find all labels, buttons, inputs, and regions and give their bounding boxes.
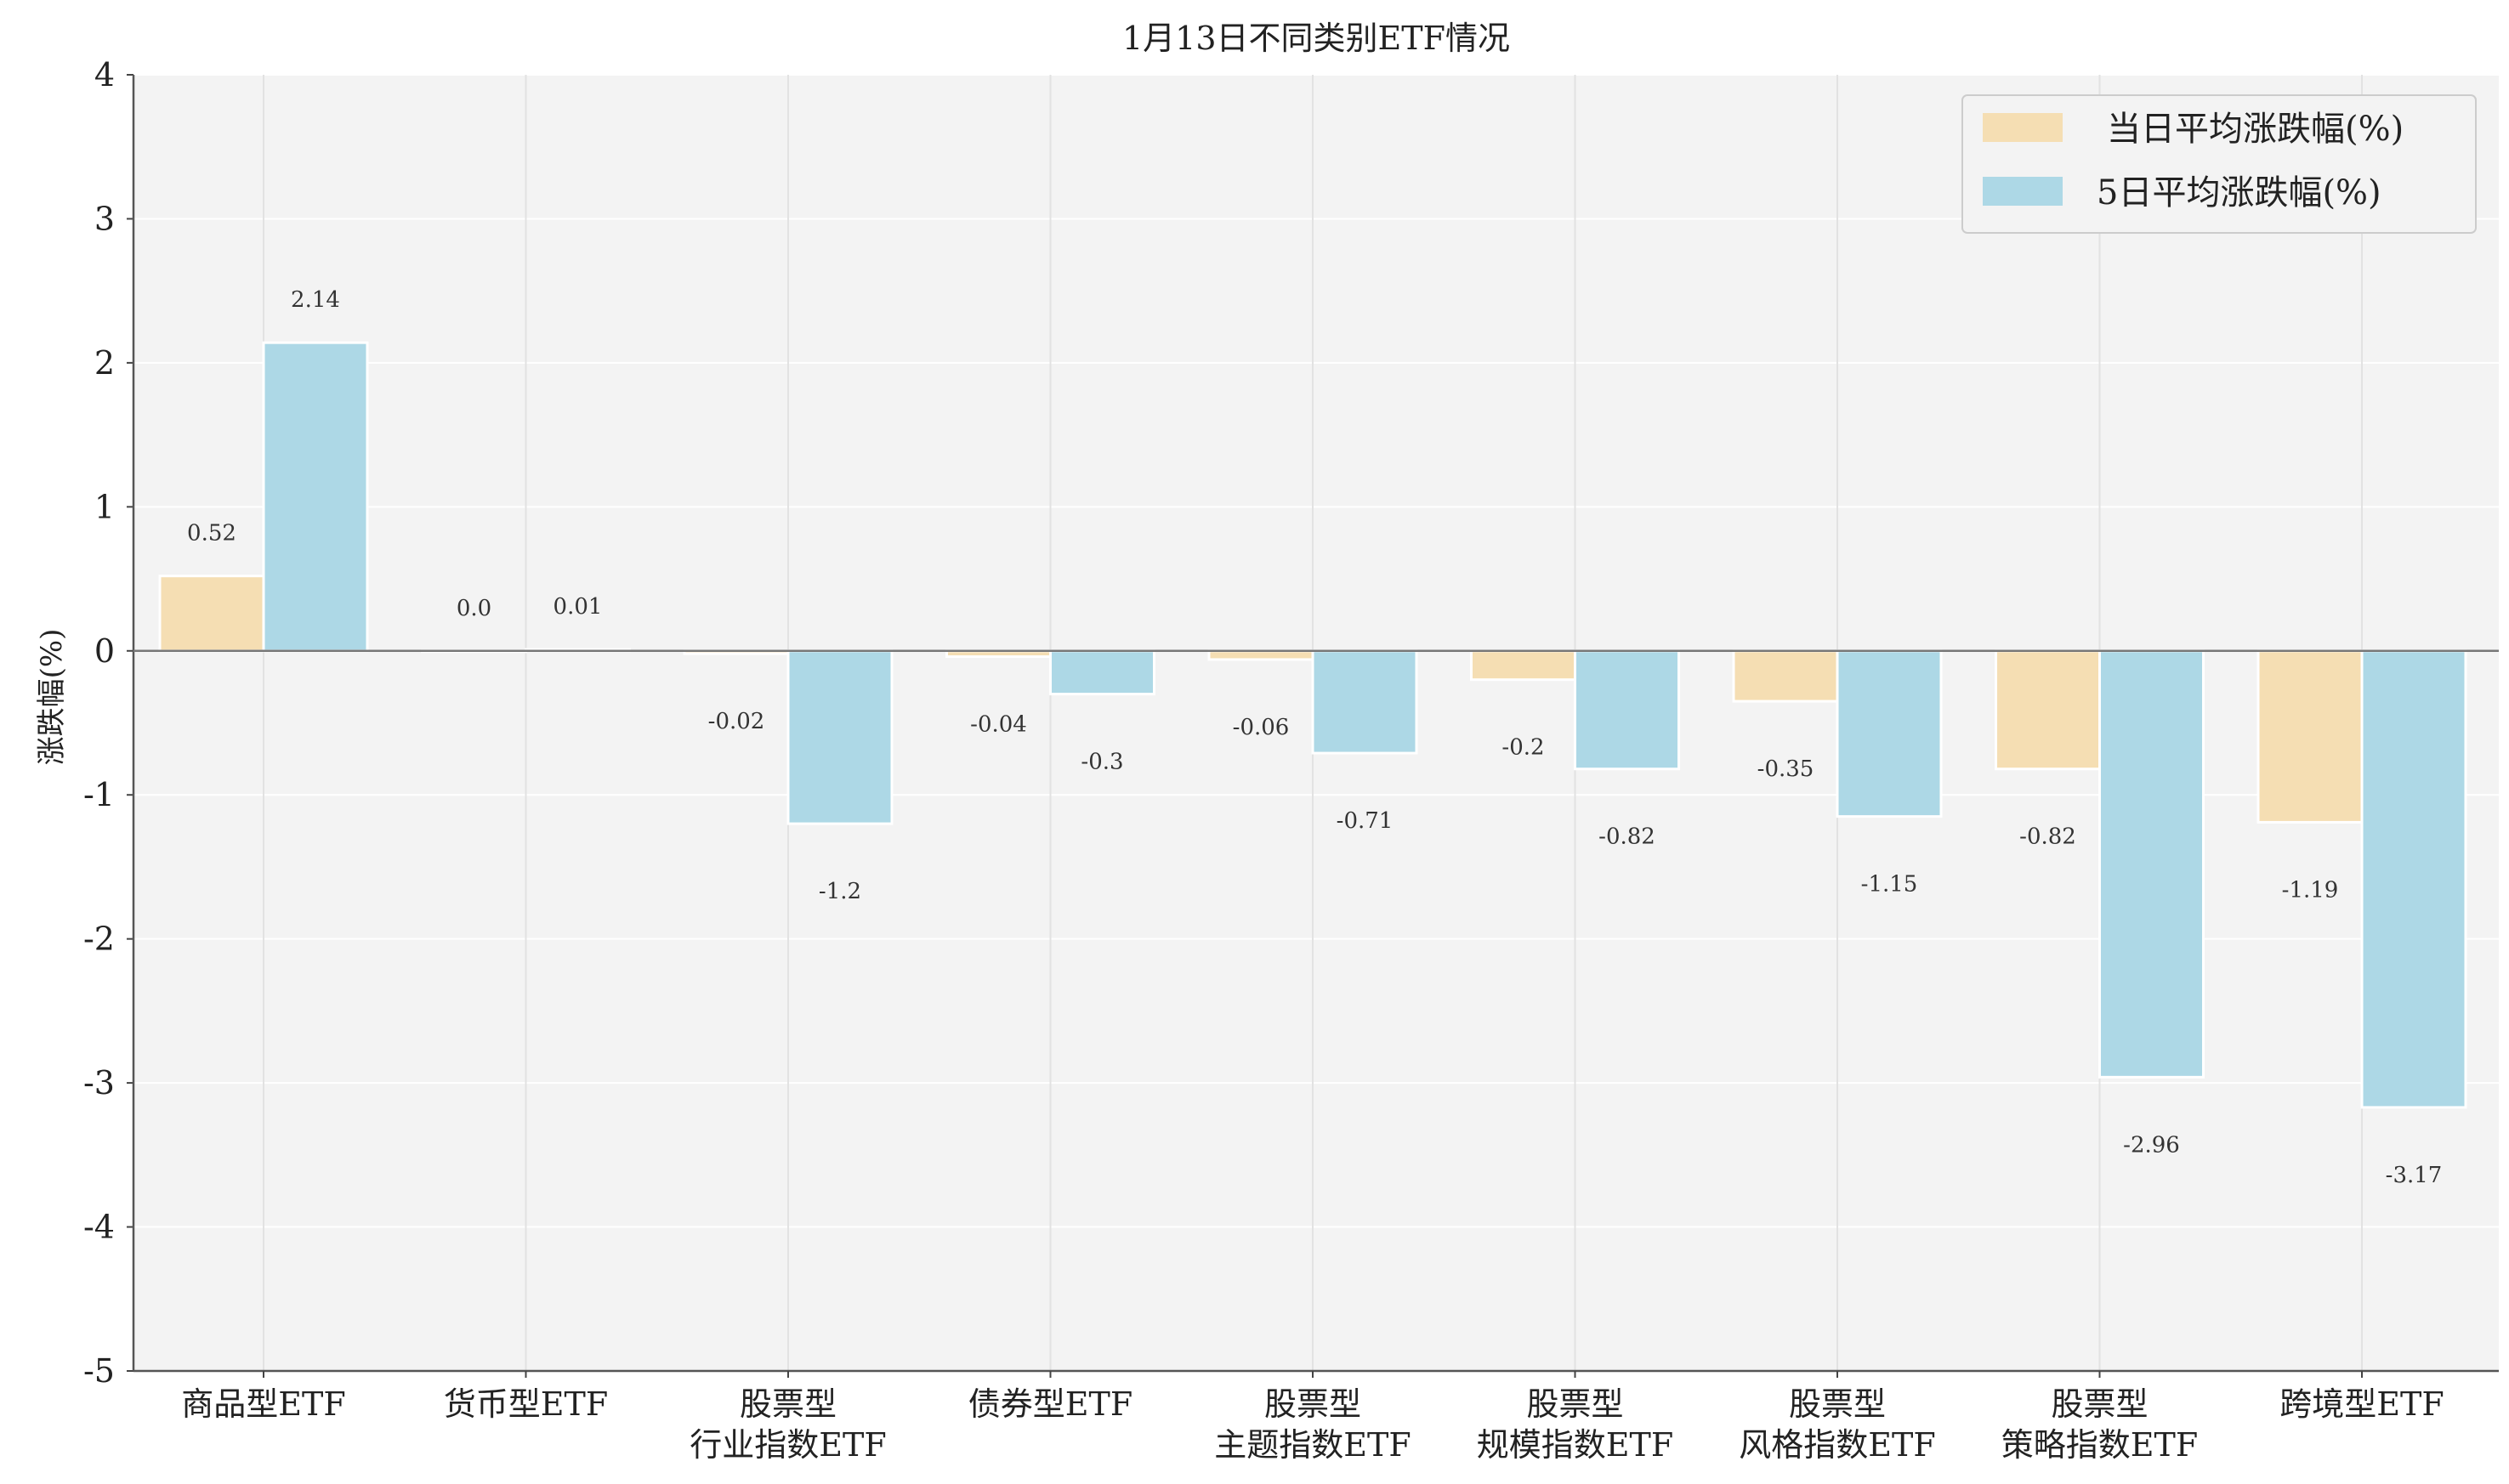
x-tick-label: 行业指数ETF <box>690 1426 886 1464</box>
data-label: -1.19 <box>2282 877 2339 903</box>
x-tick-label: 股票型 <box>1526 1385 1623 1423</box>
data-labels: 0.52 0.0 -0.02 -0.04 -0.06 -0.2 -0.35 -0.82 -1.1… <box>187 287 2442 1188</box>
x-tick-label: 策略指数ETF <box>2001 1426 2198 1464</box>
bar <box>2256 649 2364 824</box>
y-tick-label: 2 <box>94 344 115 382</box>
data-label: -0.04 <box>970 712 1027 738</box>
legend-label: 5日平均涨跌幅(%) <box>2097 173 2381 212</box>
bar <box>1732 649 1839 703</box>
x-tick-label: 商品型ETF <box>181 1385 345 1423</box>
bar <box>2098 649 2205 1079</box>
bar <box>1049 649 1155 696</box>
y-tick-label: -5 <box>83 1352 115 1390</box>
data-label: -3.17 <box>2386 1163 2443 1188</box>
x-tick-label: 股票型 <box>1264 1385 1361 1423</box>
y-tick-label: 1 <box>94 488 115 525</box>
legend: 当日平均涨跌幅(%) 5日平均涨跌幅(%) <box>1961 94 2477 234</box>
x-tick-label: 规模指数ETF <box>1477 1426 1673 1464</box>
bar <box>1836 649 1943 818</box>
bars <box>158 341 2467 1109</box>
y-tick-label: -3 <box>83 1064 115 1102</box>
data-label: 0.52 <box>187 521 236 547</box>
x-tick-label: 货币型ETF <box>444 1385 608 1423</box>
bar <box>2360 649 2467 1109</box>
x-tick-label: 主题指数ETF <box>1214 1426 1411 1464</box>
data-label: 2.14 <box>291 287 340 313</box>
x-tick-label: 债券型ETF <box>968 1385 1132 1423</box>
y-tick-label: -2 <box>83 920 115 958</box>
y-tick-label: 0 <box>94 632 115 670</box>
y-axis-label: 涨跌幅(%) <box>35 629 69 766</box>
data-label: -1.2 <box>819 879 861 904</box>
y-tick-label: -1 <box>83 776 115 813</box>
x-tick-label: 跨境型ETF <box>2279 1385 2444 1423</box>
data-label: -0.2 <box>1501 735 1544 761</box>
data-label: -0.06 <box>1233 715 1290 740</box>
bar <box>1995 649 2101 771</box>
bar <box>1207 649 1314 661</box>
data-label: -0.82 <box>1598 824 1655 850</box>
data-label: -0.71 <box>1337 808 1394 834</box>
bar <box>1574 649 1680 771</box>
x-tick-label: 股票型 <box>740 1385 837 1423</box>
legend-swatch <box>1983 113 2063 142</box>
data-label: 0.0 <box>457 596 491 621</box>
bar <box>1470 649 1576 682</box>
chart-title: 1月13日不同类别ETF情况 <box>1122 20 1510 57</box>
bar <box>262 341 369 653</box>
legend-box <box>1961 94 2477 234</box>
y-tick-label: 4 <box>94 56 115 93</box>
y-tick-label: 3 <box>94 200 115 237</box>
data-label: -2.96 <box>2123 1132 2180 1158</box>
x-tick-label: 股票型 <box>1789 1385 1886 1423</box>
data-label: -0.3 <box>1081 750 1123 775</box>
data-label: -0.35 <box>1757 756 1814 782</box>
x-tick-label: 风格指数ETF <box>1739 1426 1935 1464</box>
data-label: -0.02 <box>708 709 765 734</box>
data-label: 0.01 <box>553 594 603 620</box>
legend-label: 当日平均涨跌幅(%) <box>2107 110 2404 149</box>
bar <box>158 575 265 653</box>
bar <box>786 649 894 825</box>
legend-swatch <box>1983 177 2063 206</box>
bar <box>1311 649 1418 755</box>
y-tick-label: -4 <box>83 1209 115 1246</box>
data-label: -1.15 <box>1861 872 1918 898</box>
data-label: -0.82 <box>2019 824 2076 850</box>
x-tick-label: 股票型 <box>2051 1385 2148 1423</box>
